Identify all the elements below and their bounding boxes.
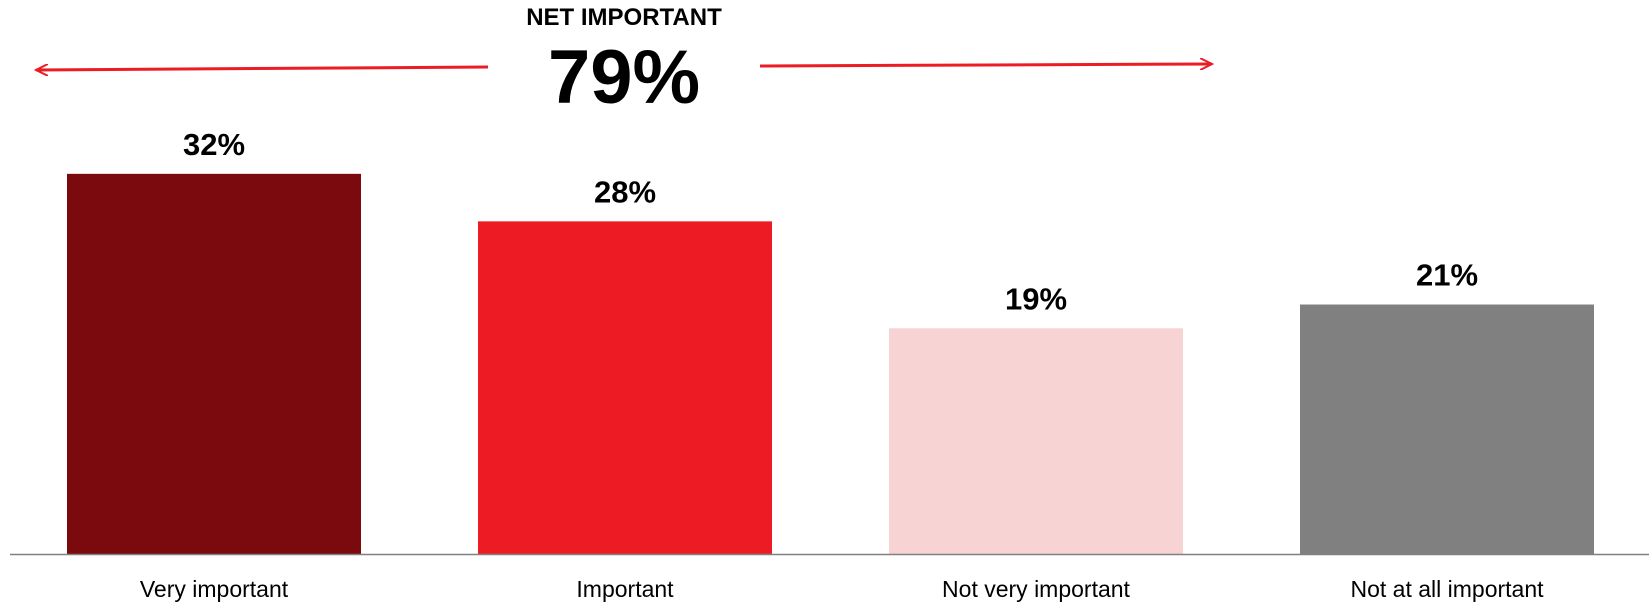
category-label-important: Important	[576, 576, 674, 602]
bar-not-very-important	[889, 328, 1183, 554]
value-label-important: 28%	[594, 174, 656, 209]
category-label-very-important: Very important	[140, 576, 289, 602]
net-important-label: NET IMPORTANT	[526, 4, 722, 31]
bar-important	[478, 221, 772, 555]
right-arrow-icon	[759, 64, 1212, 66]
category-labels-group: Very important Important Not very importan…	[140, 576, 1544, 602]
value-label-not-at-all-important: 21%	[1416, 258, 1478, 293]
bar-very-important	[67, 173, 361, 554]
bars-group	[67, 173, 1594, 555]
bar-not-at-all-important	[1300, 304, 1594, 554]
category-label-not-very-important: Not very important	[942, 576, 1131, 602]
left-arrow-icon	[36, 67, 489, 70]
net-important-value: 79%	[548, 35, 700, 120]
category-label-not-at-all-important: Not at all important	[1350, 576, 1544, 602]
value-labels-group: 32% 28% 19% 21%	[183, 127, 1478, 316]
value-label-not-very-important: 19%	[1005, 281, 1067, 316]
value-label-very-important: 32%	[183, 127, 245, 162]
